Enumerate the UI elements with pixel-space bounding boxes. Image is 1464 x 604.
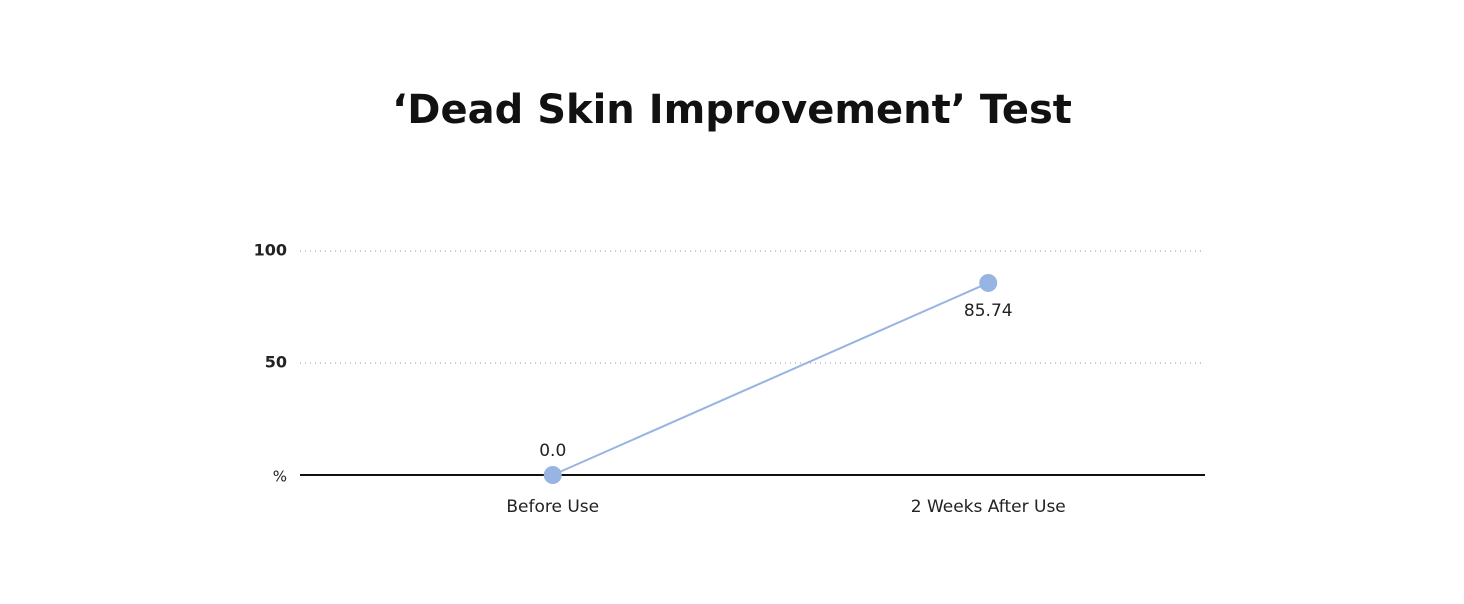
data-label: 0.0 (539, 441, 566, 461)
data-label: 85.74 (964, 301, 1013, 321)
y-tick-label: 100 (254, 241, 287, 260)
data-point (979, 273, 998, 292)
x-tick-label: 2 Weeks After Use (911, 497, 1066, 517)
y-tick-label: 50 (265, 353, 287, 372)
line (552, 282, 989, 476)
chart-title: ‘Dead Skin Improvement’ Test (392, 87, 1072, 133)
y-tick-label: % (273, 468, 287, 486)
x-tick-label: Before Use (506, 497, 599, 517)
data-point (543, 466, 562, 484)
